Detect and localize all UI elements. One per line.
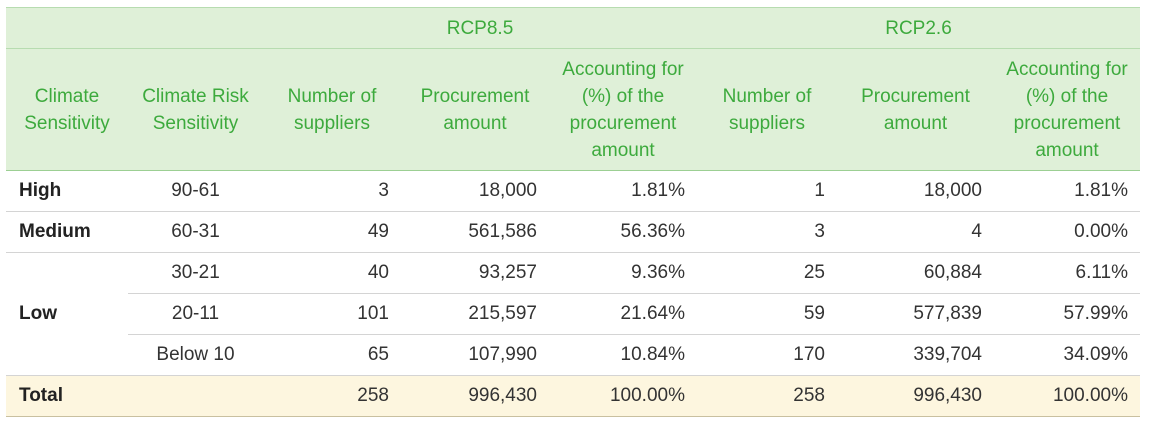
rcp26-share-header: Accounting for (%) of the procurement am… [994,48,1140,171]
total-range-blank [128,375,263,417]
supplier-risk-table: RCP8.5 RCP2.6 Climate Sensitivity Climat… [6,7,1140,417]
rcp85-header: RCP8.5 [263,7,697,49]
rcp26-suppliers-cell: 25 [697,252,837,294]
table-row: Medium 60-31 49 561,586 56.36% 3 4 0.00% [6,211,1140,253]
rcp85-suppliers-cell: 65 [263,334,401,376]
range-cell: Below 10 [128,334,263,376]
rcp26-amount-header: Procurement amount [837,48,994,171]
table-row: Low 30-21 40 93,257 9.36% 25 60,884 6.11… [6,252,1140,376]
rcp85-amount-cell: 107,990 [401,334,549,376]
rcp85-share-header: Accounting for (%) of the procurement am… [549,48,697,171]
rcp85-suppliers-cell: 101 [263,293,401,335]
rcp85-share-cell: 21.64% [549,293,697,335]
rcp26-amount-cell: 18,000 [837,170,994,212]
range-cell: 20-11 [128,293,263,335]
rcp26-suppliers-cell: 170 [697,334,837,376]
supplier-risk-table-container: RCP8.5 RCP2.6 Climate Sensitivity Climat… [6,7,1140,417]
scenario-header-blank [6,7,263,49]
rcp85-suppliers-cell: 40 [263,252,401,294]
total-row: Total 258 996,430 100.00% 258 996,430 10… [6,375,1140,417]
rcp26-suppliers-cell: 59 [697,293,837,335]
rcp26-amount-cell: 339,704 [837,334,994,376]
total-label: Total [6,375,128,417]
rcp85-share-cell: 9.36% [549,252,697,294]
rcp26-amount-cell: 577,839 [837,293,994,335]
rcp26-amount-cell: 4 [837,211,994,253]
rcp85-amount-cell: 215,597 [401,293,549,335]
total-rcp85-amount: 996,430 [401,375,549,417]
total-rcp85-suppliers: 258 [263,375,401,417]
risk-sensitivity-header: Climate Risk Sensitivity [128,48,263,171]
total-rcp85-share: 100.00% [549,375,697,417]
rcp26-share-cell: 1.81% [994,170,1140,212]
category-cell: High [6,170,128,212]
rcp85-amount-cell: 18,000 [401,170,549,212]
rcp26-header: RCP2.6 [697,7,1140,49]
rcp26-suppliers-cell: 1 [697,170,837,212]
rcp26-share-cell: 0.00% [994,211,1140,253]
total-rcp26-share: 100.00% [994,375,1140,417]
category-cell: Low [6,252,128,376]
range-cell: 30-21 [128,252,263,294]
table-row: High 90-61 3 18,000 1.81% 1 18,000 1.81% [6,170,1140,212]
total-rcp26-amount: 996,430 [837,375,994,417]
rcp26-share-cell: 34.09% [994,334,1140,376]
rcp26-share-cell: 57.99% [994,293,1140,335]
rcp85-share-cell: 56.36% [549,211,697,253]
category-cell: Medium [6,211,128,253]
table-row: Below 10 65 107,990 10.84% 170 339,704 3… [6,334,1140,376]
rcp26-suppliers-cell: 3 [697,211,837,253]
column-header-row: Climate Sensitivity Climate Risk Sensiti… [6,48,1140,171]
rcp85-suppliers-cell: 49 [263,211,401,253]
rcp85-suppliers-cell: 3 [263,170,401,212]
climate-sensitivity-header: Climate Sensitivity [6,48,128,171]
scenario-header-row: RCP8.5 RCP2.6 [6,7,1140,49]
rcp26-suppliers-header: Number of suppliers [697,48,837,171]
range-cell: 60-31 [128,211,263,253]
total-rcp26-suppliers: 258 [697,375,837,417]
rcp85-share-cell: 10.84% [549,334,697,376]
rcp85-amount-header: Procurement amount [401,48,549,171]
rcp26-share-cell: 6.11% [994,252,1140,294]
rcp85-amount-cell: 93,257 [401,252,549,294]
rcp85-amount-cell: 561,586 [401,211,549,253]
table-row: 20-11 101 215,597 21.64% 59 577,839 57.9… [6,293,1140,335]
rcp85-share-cell: 1.81% [549,170,697,212]
rcp85-suppliers-header: Number of suppliers [263,48,401,171]
rcp26-amount-cell: 60,884 [837,252,994,294]
range-cell: 90-61 [128,170,263,212]
